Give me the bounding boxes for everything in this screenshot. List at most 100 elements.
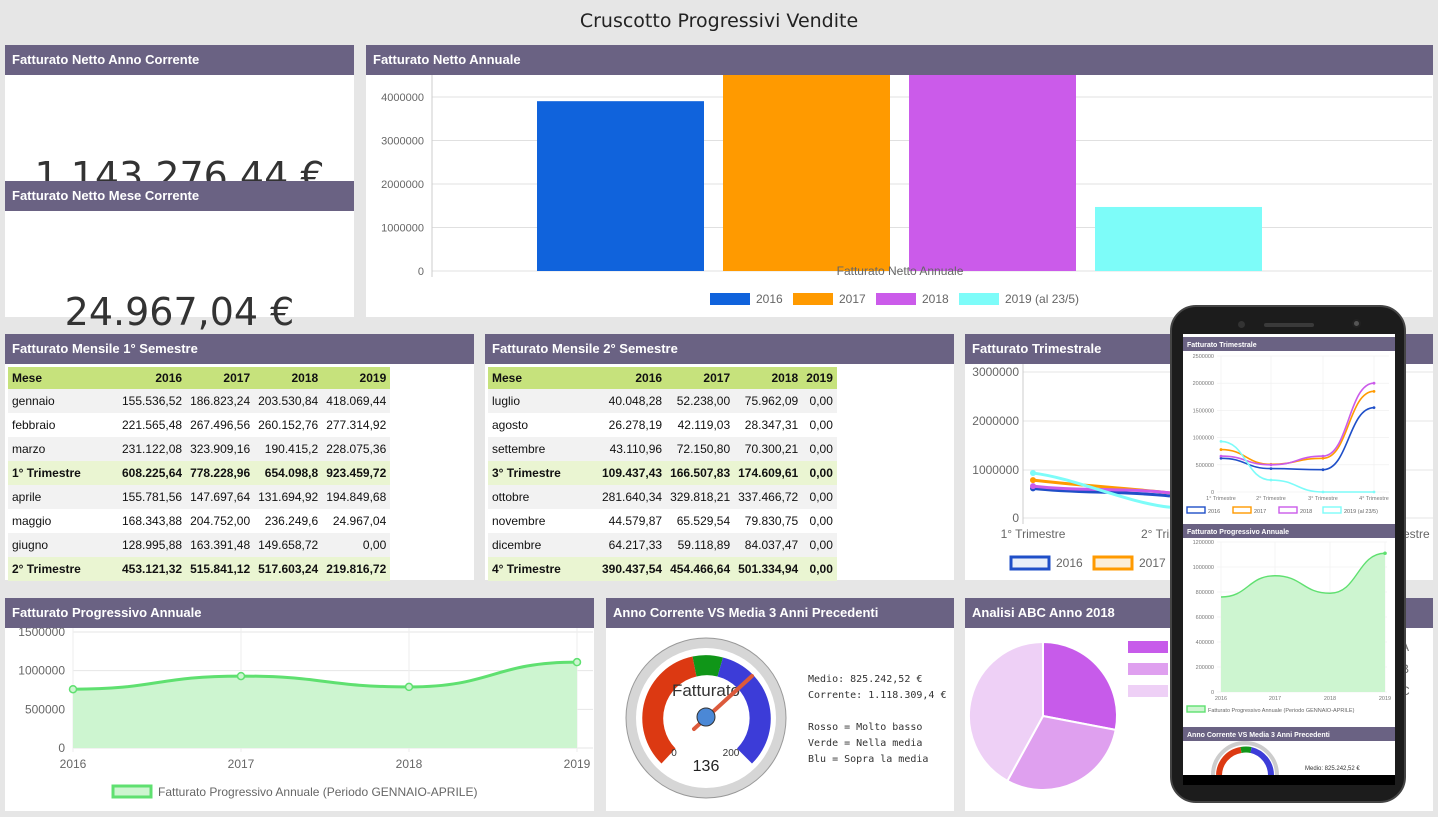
table1-cell: 163.391,48: [186, 533, 255, 557]
table1-cell: 231.122,08: [118, 437, 187, 461]
table1-cell: 128.995,88: [118, 533, 187, 557]
table2-cell: ottobre: [488, 485, 598, 509]
table2-cell: 0,00: [802, 437, 837, 461]
phone-quarter-y-tick: 0: [1211, 490, 1214, 496]
quarter-legend-label: 2016: [1056, 556, 1083, 570]
table2-cell: 281.640,34: [598, 485, 667, 509]
table2-cell: 72.150,80: [666, 437, 735, 461]
table1-cell: 654.098,8: [254, 461, 323, 485]
gauge-blue-band: [717, 657, 771, 764]
table2-cell: 42.119,03: [677, 418, 731, 432]
gauge-label: Fatturato: [672, 681, 740, 700]
table2-cell: 109.437,43: [598, 461, 667, 485]
table2-cell: 0,00: [802, 461, 837, 485]
progressive-y-tick: 1500000: [18, 628, 65, 639]
table2-row: luglio 40.048,28 52.238,00 75.962,09 0,00: [488, 389, 837, 413]
table2-cell: 28.347,31: [744, 418, 799, 432]
phone-gauge-header: [1183, 727, 1395, 741]
phone-quarter-y-tick: 500000: [1196, 463, 1214, 469]
phone-screen: Fatturato Trimestrale 2500000 2000000 1500…: [1183, 334, 1395, 775]
table2-row: dicembre 64.217,33 59.118,89 84.037,47 0,00: [488, 533, 837, 557]
gauge-min: 0: [671, 748, 677, 759]
table2-total-row: 3° Trimestre 109.437,43 166.507,83 174.609,…: [488, 461, 837, 485]
phone-camera: [1238, 321, 1245, 328]
phone-quarter-y-tick: 1000000: [1193, 436, 1214, 442]
annual-legend-label: 2017: [839, 292, 866, 306]
phone-quarter-legend-label: 2017: [1254, 509, 1266, 515]
kpi-panel: Fatturato Netto Anno Corrente 1.143.276,…: [5, 45, 354, 334]
progressive-x-tick: 2019: [564, 757, 591, 771]
phone-progressive-legend-swatch: [1186, 705, 1206, 713]
annual-chart-title: Fatturato Netto Annuale: [366, 45, 1433, 75]
table2-total-row: 4° Trimestre 390.437,54 454.466,64 501.334,…: [488, 557, 837, 581]
quarter-y-tick: 0: [1012, 511, 1019, 525]
table1-cell: 277.314,92: [326, 418, 387, 432]
phone-progressive-legend-label: Fatturato Progressivo Annuale (Periodo G…: [1208, 708, 1355, 714]
abc-legend-b-swatch: [1128, 663, 1168, 675]
table2-cell: 52.238,00: [666, 389, 735, 413]
table1-total-row: 2° Trimestre 453.121,32 515.841,12 517.603,…: [8, 557, 391, 581]
table1-cell: 186.823,24: [186, 389, 255, 413]
progressive-area: [73, 662, 577, 748]
table2-header-cell: 2017: [666, 367, 735, 389]
table1-cell: gennaio: [8, 389, 118, 413]
phone-quarter-point: [1269, 467, 1273, 471]
progressive-x-tick: 2016: [60, 757, 87, 771]
gauge-note-4: Verde = Nella media: [808, 738, 922, 749]
table2-header-row: Mese 2016 2017 2018 2019: [488, 367, 837, 389]
phone-quarter-point: [1321, 468, 1325, 472]
phone-quarter-legend-swatch: [1232, 506, 1252, 514]
phone-quarter-x-tick: 2° Trimestre: [1256, 496, 1286, 502]
gauge-title: Anno Corrente VS Media 3 Anni Precedenti: [606, 598, 954, 628]
phone-gauge-red: [1216, 747, 1242, 775]
table1-cell: giugno: [8, 533, 118, 557]
gauge-max: 200: [723, 748, 740, 759]
table1-cell: 267.496,56: [190, 418, 251, 432]
annual-xlabel: Fatturato Netto Annuale: [837, 264, 964, 278]
phone-quarter-point: [1219, 448, 1223, 451]
table2-row: agosto 26.278,19 42.119,03 28.347,31 0,00: [488, 413, 837, 437]
table1-cell: 323.909,16: [186, 437, 255, 461]
table1-panel: Fatturato Mensile 1° Semestre Mese 2016 20…: [5, 334, 474, 581]
annual-y-tick: 1000000: [381, 223, 424, 235]
phone-quarter-point: [1372, 490, 1376, 494]
phone-progressive-x-tick: 2017: [1269, 696, 1281, 702]
phone-progressive-line: [1220, 552, 1386, 598]
phone-quarter-point: [1321, 456, 1325, 460]
table2-cell: luglio: [488, 389, 598, 413]
annual-legend-swatch: [876, 293, 916, 305]
progressive-legend-label: Fatturato Progressivo Annuale (Periodo G…: [158, 785, 477, 799]
phone-speaker: [1264, 323, 1314, 327]
table2-cell: 3° Trimestre: [488, 461, 598, 485]
table2-cell: 4° Trimestre: [488, 557, 598, 581]
phone-quarter-point: [1219, 440, 1223, 443]
annual-legend-label: 2019 (al 23/5): [1005, 292, 1079, 306]
table2-cell: 0,00: [809, 514, 833, 528]
quarter-series-2016: [1032, 486, 1171, 498]
phone-progressive-x-tick: 2019: [1379, 696, 1391, 702]
table1-row: febbraio 221.565,48 267.496,56 260.152,76 27…: [8, 413, 390, 437]
table2-panel: Fatturato Mensile 2° Semestre Mese 2016 20…: [485, 334, 954, 581]
table2-cell: 0,00: [809, 418, 833, 432]
table1-cell: 517.603,24: [254, 557, 323, 581]
annual-chart-panel: Fatturato Netto Annuale 4000000 3000000 20…: [366, 45, 1433, 317]
table1-cell: 204.752,00: [190, 514, 251, 528]
table1-cell: 778.228,96: [186, 461, 255, 485]
table1-header-cell: Mese: [8, 367, 118, 389]
progressive-title: Fatturato Progressivo Annuale: [5, 598, 594, 628]
table2-header-cell: 2016: [598, 367, 667, 389]
table1-header-cell: 2016: [118, 367, 187, 389]
progressive-line: [72, 660, 578, 691]
phone-quarter-x-tick: 1° Trimestre: [1206, 496, 1236, 502]
abc-slice-a: [1042, 640, 1118, 732]
phone-progressive-x-tick: 2016: [1215, 696, 1227, 702]
table2-row: novembre 44.579,87 65.529,54 79.830,75 0,00: [488, 509, 837, 533]
progressive-point: [236, 671, 246, 681]
table1-cell: 203.530,84: [254, 389, 323, 413]
phone-progressive-header: [1183, 524, 1395, 538]
table2-cell: 26.278,19: [608, 418, 663, 432]
table2-cell: 166.507,83: [666, 461, 735, 485]
table1-cell: 0,00: [322, 533, 391, 557]
phone-screen-content: Fatturato Trimestrale 250000020000001500…: [1183, 337, 1395, 775]
abc-slice-c: [968, 640, 1044, 783]
